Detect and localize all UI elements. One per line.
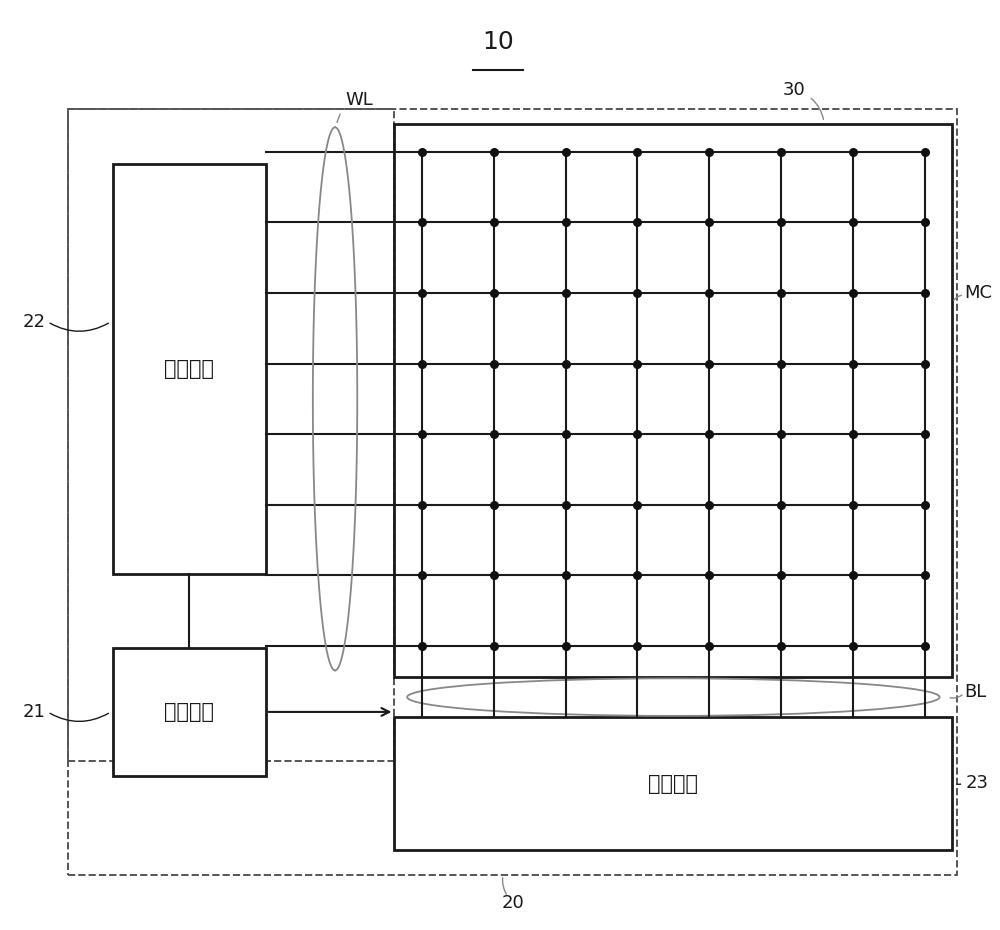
Text: 行驱动器: 行驱动器: [164, 359, 214, 379]
Text: WL: WL: [345, 90, 373, 109]
Bar: [113, 164, 266, 574]
Text: 22: 22: [23, 312, 46, 331]
Text: 23: 23: [965, 774, 988, 792]
Bar: [394, 717, 952, 850]
Text: 列驱动器: 列驱动器: [648, 774, 698, 793]
Text: 21: 21: [23, 703, 46, 721]
Bar: [394, 125, 952, 677]
Bar: [68, 110, 394, 762]
Text: BL: BL: [964, 684, 986, 701]
Text: 控制逻辑: 控制逻辑: [164, 702, 214, 722]
Text: 30: 30: [783, 81, 806, 99]
Text: 10: 10: [482, 31, 514, 54]
Bar: [68, 110, 957, 875]
Bar: [113, 647, 266, 777]
Text: 20: 20: [501, 894, 524, 911]
Text: MC: MC: [964, 284, 992, 302]
